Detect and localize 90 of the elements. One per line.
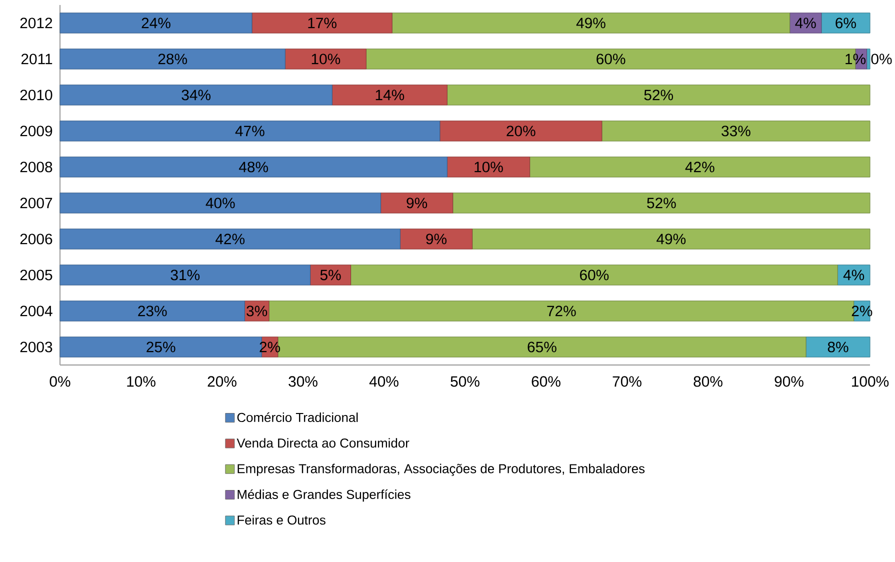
data-label: 10% xyxy=(474,162,503,172)
x-tick-label: 40% xyxy=(369,376,398,387)
data-label: 33% xyxy=(722,126,750,136)
bar xyxy=(60,228,400,250)
data-label: 24% xyxy=(142,18,170,28)
data-label: 31% xyxy=(170,270,200,280)
y-tick-label: 2006 xyxy=(20,234,52,244)
data-label: 20% xyxy=(506,126,536,136)
data-label: 6% xyxy=(836,18,856,28)
data-label: 60% xyxy=(596,54,626,64)
bar xyxy=(252,12,392,34)
y-tick-label: 2004 xyxy=(20,306,52,316)
x-tick-label: 30% xyxy=(288,376,318,387)
legend-label: Comércio Tradicional xyxy=(237,412,358,422)
data-label: 9% xyxy=(406,198,428,208)
data-label: 34% xyxy=(182,90,210,100)
bar xyxy=(530,156,870,178)
data-label: 14% xyxy=(376,90,404,100)
bar xyxy=(446,156,530,178)
y-tick-label: 2010 xyxy=(20,90,52,100)
data-label: 42% xyxy=(215,234,245,244)
y-tick-label: 2009 xyxy=(20,126,52,136)
bar xyxy=(866,48,870,70)
bar xyxy=(332,84,448,106)
bar xyxy=(837,264,870,286)
data-label: 42% xyxy=(685,162,714,172)
bar xyxy=(472,228,870,250)
y-tick-label: 2003 xyxy=(20,342,52,352)
x-tick-label: 20% xyxy=(208,376,236,387)
bar xyxy=(806,336,870,358)
y-tick-label: 2012 xyxy=(20,18,52,28)
x-tick-label: 0% xyxy=(50,376,70,387)
bar xyxy=(440,120,602,142)
bar xyxy=(392,12,790,34)
legend-label: Empresas Transformadoras, Associações de Produtores, Embaladores xyxy=(238,464,645,476)
bar xyxy=(380,192,454,214)
bar xyxy=(60,120,440,142)
x-tick-label: 10% xyxy=(127,376,156,387)
x-tick-label: 100% xyxy=(852,376,889,387)
data-label: 4% xyxy=(795,18,816,28)
data-label: 3% xyxy=(246,306,268,316)
data-label: 49% xyxy=(576,18,606,28)
data-label: 65% xyxy=(528,342,556,352)
data-label: 40% xyxy=(206,198,235,208)
y-tick-label: 2008 xyxy=(20,162,52,172)
legend-label: Venda Directa ao Consumidor xyxy=(236,438,410,448)
bar xyxy=(821,12,870,34)
x-tick-label: 50% xyxy=(450,376,480,387)
bar xyxy=(350,264,838,286)
x-tick-label: 60% xyxy=(532,376,560,387)
data-label: 5% xyxy=(320,270,341,280)
legend-label: Feiras e Outros xyxy=(238,515,326,525)
bar xyxy=(284,48,366,70)
data-label: 47% xyxy=(235,126,264,136)
bar xyxy=(602,120,870,142)
data-label: 1% xyxy=(846,54,866,64)
data-label: 23% xyxy=(138,306,167,316)
data-label: 52% xyxy=(644,90,674,100)
data-label: 28% xyxy=(158,54,188,64)
bar xyxy=(452,192,870,214)
bar xyxy=(60,300,245,322)
bar xyxy=(60,84,332,106)
bar xyxy=(60,48,286,70)
x-tick-label: 80% xyxy=(694,376,722,387)
data-label: 49% xyxy=(656,234,686,244)
bar xyxy=(400,228,473,250)
bar xyxy=(60,264,311,286)
data-label: 10% xyxy=(312,54,340,64)
data-label: 4% xyxy=(843,270,864,280)
data-label: 0% xyxy=(871,54,892,64)
data-label: 9% xyxy=(426,234,447,244)
data-label: 8% xyxy=(828,342,848,352)
data-label: 25% xyxy=(146,342,176,352)
legend-label: Médias e Grandes Superfícies xyxy=(238,489,410,502)
data-label: 17% xyxy=(308,18,336,28)
data-label: 72% xyxy=(547,306,576,316)
y-tick-label: 2011 xyxy=(21,54,52,64)
y-tick-label: 2007 xyxy=(20,198,52,208)
bar xyxy=(60,192,382,214)
bar xyxy=(60,12,252,34)
data-label: 48% xyxy=(238,162,268,172)
data-label: 60% xyxy=(580,270,609,280)
bar xyxy=(60,156,448,178)
bar xyxy=(790,12,822,34)
x-tick-label: 90% xyxy=(774,376,804,387)
data-label: 52% xyxy=(647,198,676,208)
y-tick-label: 2005 xyxy=(20,270,52,280)
bar xyxy=(310,264,352,286)
x-tick-label: 70% xyxy=(612,376,642,387)
bar xyxy=(446,84,870,106)
